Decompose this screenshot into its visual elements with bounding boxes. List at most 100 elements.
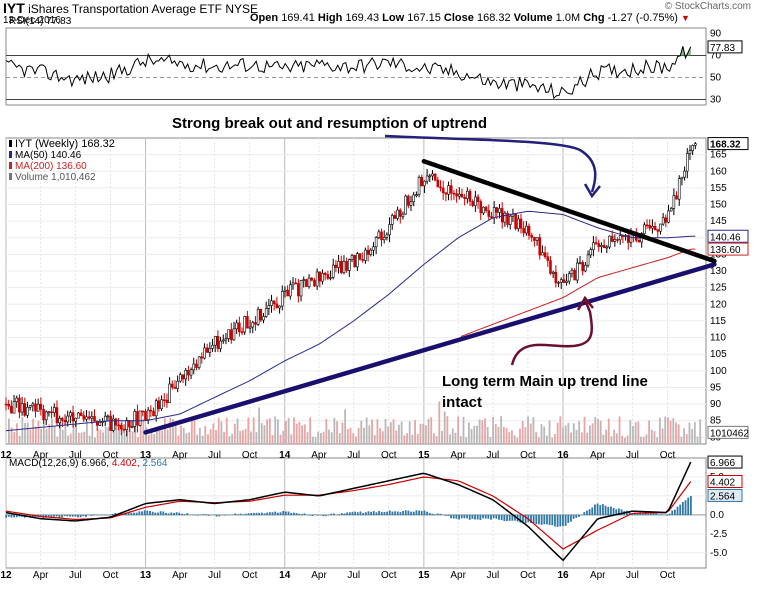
macd-hist-bar (649, 513, 652, 516)
price-bar-body (460, 193, 464, 198)
volume-bar (306, 432, 309, 444)
macd-hist-bar (482, 514, 484, 519)
volume-bar (346, 429, 349, 444)
volume-bar (454, 432, 457, 444)
macd-hist-bar (343, 513, 346, 516)
price-bar-body (152, 410, 155, 417)
volume-bar (16, 423, 18, 444)
price-y-tick: 110 (710, 333, 726, 344)
macd-last-label-box (707, 488, 743, 502)
price-bar-body (530, 235, 534, 238)
price-bar-body (42, 409, 45, 421)
macd-last-label: 6.966 (710, 458, 735, 469)
volume-bar (279, 434, 282, 444)
volume-bar (548, 420, 551, 444)
macd-hist-bar (554, 514, 556, 527)
volume-bar (110, 422, 113, 444)
volume-bar (623, 437, 626, 444)
price-last-label-box (707, 229, 749, 243)
volume-bar (247, 417, 250, 444)
volume-bar (408, 421, 411, 444)
price-bar-body (600, 244, 603, 247)
macd-hist-bar (133, 512, 135, 516)
price-bar-body (146, 409, 150, 421)
macd-hist-bar (141, 511, 143, 516)
ticker-symbol: IYT (3, 0, 25, 16)
volume-bar (26, 422, 29, 444)
ticker-name: iShares Transportation Average ETF (28, 2, 223, 16)
price-bar-body (573, 269, 576, 281)
macd-hist-bar (332, 513, 335, 516)
price-bar-body (535, 237, 539, 241)
price-bar-body (18, 397, 21, 413)
price-bar-body (289, 284, 292, 297)
volume-bar (650, 429, 653, 444)
legend-entry: MA(50) 140.46 (15, 150, 82, 161)
macd-hist-bar (583, 512, 586, 516)
volume-bar (258, 407, 260, 444)
price-bar-body (409, 201, 413, 206)
x-tick-label: 13 (140, 450, 152, 461)
macd-hist-bar (77, 514, 79, 518)
x-tick-label: Oct (520, 450, 536, 461)
macd-hist-bar (327, 514, 330, 516)
macd-last-label: 4.402 (710, 478, 735, 489)
macd-hist-bar (474, 514, 476, 520)
macd-hist-bar (631, 513, 634, 516)
volume-bar (658, 417, 661, 444)
volume-bar (667, 417, 669, 444)
price-bar-body (154, 400, 158, 417)
volume-bar (363, 427, 365, 444)
price-bar-body (299, 280, 303, 297)
macd-hist-bar (436, 513, 439, 516)
macd-hist-bar (239, 513, 242, 516)
price-bar-body (291, 282, 295, 286)
macd-hist-bar (498, 514, 500, 520)
volume-bar (233, 423, 236, 444)
macd-hist-bar (428, 512, 431, 516)
price-bar-body (659, 223, 662, 232)
price-bar-body (307, 277, 311, 287)
price-bar-body (12, 401, 16, 414)
macd-hist-bar (130, 512, 133, 516)
x-tick-label: Oct (242, 450, 258, 461)
volume-bar (441, 430, 443, 444)
price-bar-body (516, 218, 520, 229)
macd-hist-bar (95, 514, 98, 516)
volume-bar (123, 433, 126, 444)
macd-hist-bar (149, 511, 151, 516)
resistance-trend-line (421, 159, 717, 264)
macd-hist-bar (404, 510, 407, 516)
price-bar-body (664, 217, 668, 223)
macd-line (5, 461, 692, 562)
volume-bar (212, 423, 215, 444)
macd-hist-bar (383, 512, 386, 516)
price-bar-body (243, 316, 247, 333)
price-bar-body (487, 210, 491, 217)
volume-bar (607, 418, 610, 444)
price-bar-body (280, 291, 284, 307)
price-y-tick: 90 (710, 399, 722, 410)
price-bar-body (321, 272, 324, 282)
volume-bar (564, 425, 567, 444)
macd-hist-bar (684, 500, 687, 516)
price-bar-body (342, 260, 346, 273)
price-bar-body (439, 186, 442, 189)
price-bar-body (4, 403, 8, 406)
macd-hist-bar (316, 514, 319, 516)
volume-bar (8, 418, 10, 444)
macd-hist-bar (85, 514, 87, 517)
macd-hist-bar (647, 513, 650, 516)
volume-bar (88, 435, 91, 444)
volume-bar (34, 426, 37, 444)
price-bar-body (251, 322, 255, 328)
price-bar-body (323, 272, 327, 275)
volume-bar (86, 421, 88, 444)
rsi-y-tick: 90 (710, 29, 722, 40)
macd-signal-line (5, 476, 692, 550)
volume-bar (360, 420, 363, 444)
macd-hist-bar (551, 514, 554, 526)
price-bar-body (264, 308, 268, 317)
volume-bar (473, 425, 476, 444)
volume-bar (349, 427, 352, 444)
